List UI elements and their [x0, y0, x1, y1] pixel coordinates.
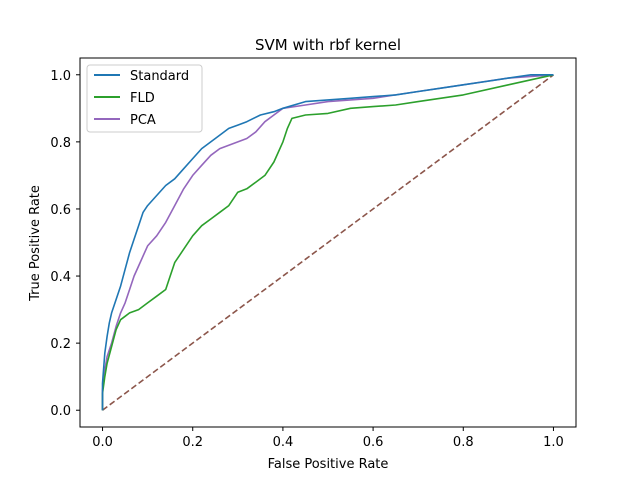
- x-tick-label: 0.0: [92, 435, 113, 450]
- x-axis-ticks: 0.0 0.2 0.4 0.6 0.8 1.0: [92, 427, 564, 450]
- chance-diagonal-line: [102, 74, 554, 411]
- series-line-standard: [101, 74, 554, 411]
- series-group: [101, 74, 554, 411]
- y-tick-label: 0.2: [50, 337, 71, 352]
- series-line-fld: [101, 74, 554, 411]
- legend-label-pca: PCA: [130, 113, 156, 128]
- x-tick-label: 1.0: [543, 435, 564, 450]
- legend: Standard FLD PCA: [86, 64, 203, 133]
- x-tick-label: 0.6: [363, 435, 384, 450]
- chart-title: SVM with rbf kernel: [255, 36, 401, 54]
- plot-area: [79, 57, 577, 428]
- series-line-pca: [101, 74, 554, 411]
- x-tick-label: 0.4: [273, 435, 294, 450]
- x-tick-label: 0.8: [453, 435, 474, 450]
- y-tick-label: 0.4: [50, 270, 71, 285]
- y-tick-label: 1.0: [50, 69, 71, 84]
- x-axis-label: False Positive Rate: [268, 457, 389, 472]
- y-tick-label: 0.0: [50, 404, 71, 419]
- y-tick-label: 0.8: [50, 136, 71, 151]
- x-tick-label: 0.2: [182, 435, 203, 450]
- y-axis-label: True Positive Rate: [28, 185, 43, 302]
- legend-label-standard: Standard: [130, 69, 189, 84]
- axes-frame: [79, 57, 577, 428]
- legend-frame: [86, 64, 203, 133]
- legend-label-fld: FLD: [130, 91, 155, 106]
- y-tick-label: 0.6: [50, 203, 71, 218]
- y-axis-ticks: 0.0 0.2 0.4 0.6 0.8 1.0: [50, 69, 80, 419]
